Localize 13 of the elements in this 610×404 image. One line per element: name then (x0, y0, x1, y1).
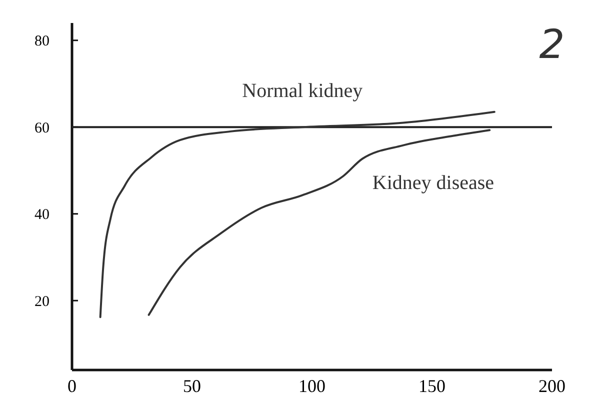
x-tick-label: 50 (183, 376, 201, 396)
y-tick-label: 20 (34, 294, 50, 310)
y-tick-label: 80 (34, 34, 50, 50)
y-tick-label: 40 (34, 207, 50, 224)
series-label: Normal kidney (242, 80, 363, 102)
x-tick-label: 100 (298, 376, 326, 396)
x-tick-label: 0 (68, 376, 76, 396)
x-tick-label: 200 (538, 376, 566, 396)
annotation: 2 (539, 22, 565, 68)
line-series (99, 110, 496, 318)
series-label: Kidney disease (372, 172, 494, 194)
y-tick-label: 60 (34, 120, 50, 136)
x-tick-label: 150 (418, 376, 446, 396)
